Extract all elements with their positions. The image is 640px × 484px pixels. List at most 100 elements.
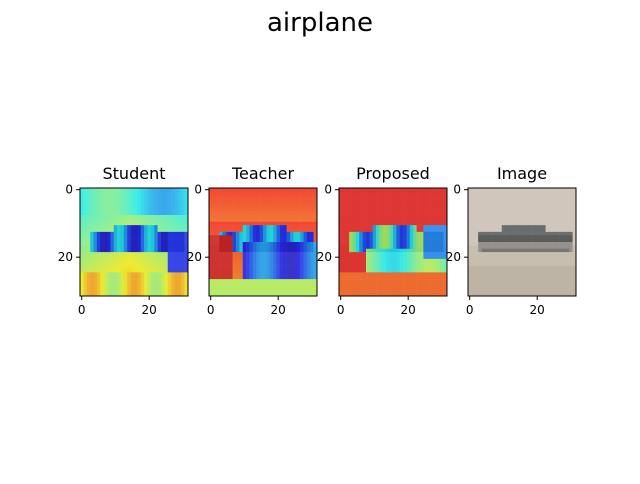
image-cell: [96, 194, 101, 199]
image-cell: [219, 282, 223, 287]
image-cell: [382, 292, 387, 297]
image-cell: [222, 188, 227, 192]
image-cell: [372, 275, 377, 280]
image-cell: [167, 285, 172, 290]
image-cell: [167, 201, 172, 206]
image-cell: [212, 245, 217, 250]
image-cell: [468, 279, 472, 283]
image-cell: [300, 269, 304, 273]
image-cell: [498, 258, 503, 263]
image-cell: [310, 255, 314, 260]
image-cell: [379, 231, 384, 236]
image-cell: [495, 238, 499, 243]
image-cell: [538, 215, 543, 219]
image-cell: [352, 235, 357, 239]
image-cell: [225, 218, 230, 223]
image-cell: [369, 198, 374, 202]
image-cell: [436, 211, 441, 216]
image-cell: [382, 235, 387, 239]
image-cell: [167, 191, 172, 196]
image-cell: [107, 245, 111, 250]
image-cell: [555, 198, 560, 202]
image-cell: [552, 225, 557, 229]
image-cell: [103, 201, 108, 206]
image-cell: [481, 252, 486, 256]
image-cell: [366, 282, 370, 287]
image-cell: [349, 279, 353, 283]
image-cell: [313, 204, 318, 209]
image-cell: [269, 265, 274, 270]
image-cell: [501, 235, 506, 239]
image-cell: [511, 211, 516, 216]
image-cell: [174, 252, 179, 256]
image-cell: [90, 218, 94, 223]
image-cell: [263, 215, 267, 219]
x-tick-label: 0: [78, 303, 86, 317]
image-cell: [508, 255, 513, 260]
image-cell: [147, 218, 152, 223]
image-cell: [313, 218, 318, 223]
image-cell: [140, 194, 145, 199]
image-cell: [144, 248, 148, 253]
image-cell: [372, 289, 377, 293]
image-cell: [259, 255, 264, 260]
image-cell: [300, 292, 304, 297]
image-cell: [286, 269, 291, 273]
image-cell: [310, 282, 314, 287]
image-cell: [515, 262, 519, 266]
image-cell: [93, 194, 98, 199]
image-cell: [150, 255, 155, 260]
image-cell: [423, 252, 428, 256]
image-cell: [127, 282, 131, 287]
image-cell: [246, 289, 250, 293]
image-cell: [269, 245, 274, 250]
image-cell: [259, 282, 264, 287]
image-cell: [528, 272, 533, 277]
image-cell: [306, 285, 311, 290]
image-cell: [273, 255, 277, 260]
image-cell: [389, 231, 394, 236]
image-cell: [352, 269, 357, 273]
image-cell: [559, 238, 563, 243]
image-cell: [413, 269, 417, 273]
image-cell: [123, 208, 128, 212]
image-cell: [113, 245, 118, 250]
image-cell: [538, 279, 543, 283]
image-cell: [276, 275, 281, 280]
image-cell: [107, 218, 111, 223]
image-cell: [471, 198, 476, 202]
image-cell: [263, 211, 267, 216]
image-cell: [310, 225, 314, 229]
image-cell: [406, 211, 411, 216]
image-cell: [515, 289, 519, 293]
image-cell: [474, 289, 479, 293]
image-cell: [352, 221, 357, 226]
image-cell: [154, 194, 158, 199]
image-cell: [478, 194, 482, 199]
image-cell: [140, 292, 145, 297]
image-cell: [263, 248, 267, 253]
x-tick-label: 20: [530, 303, 545, 317]
image-cell: [86, 262, 91, 266]
image-cell: [443, 188, 448, 192]
image-cell: [386, 245, 390, 250]
image-cell: [90, 231, 94, 236]
image-cell: [474, 208, 479, 212]
image-cell: [313, 228, 318, 233]
image-cell: [369, 231, 374, 236]
image-cell: [242, 258, 247, 263]
image-cell: [130, 285, 135, 290]
image-cell: [123, 218, 128, 223]
image-cell: [310, 245, 314, 250]
image-cell: [83, 225, 88, 229]
image-cell: [90, 275, 94, 280]
image-cell: [474, 245, 479, 250]
image-cell: [423, 215, 428, 219]
image-cell: [339, 221, 343, 226]
image-cell: [339, 198, 343, 202]
image-cell: [209, 272, 213, 277]
image-cell: [80, 188, 84, 192]
image-cell: [103, 225, 108, 229]
image-cell: [259, 285, 264, 290]
image-cell: [252, 191, 257, 196]
